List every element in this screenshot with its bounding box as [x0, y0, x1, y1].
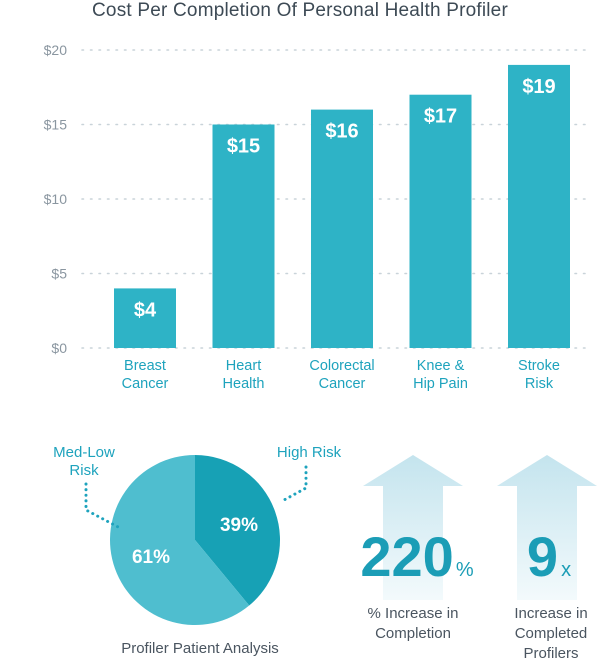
category-label: Heart Health — [223, 358, 265, 392]
stat-label: % Increase in Completion — [368, 605, 459, 642]
x-axis-categories: Breast Cancer Heart Health Colorectal Cancer K… — [122, 358, 560, 392]
bar — [114, 288, 176, 348]
category-label: Knee & Hip Pain — [413, 358, 468, 392]
pie-slice-label: 39% — [220, 515, 258, 536]
bar-value-label: $16 — [325, 121, 358, 143]
up-arrow — [497, 455, 597, 600]
stat-label-line: Completed — [515, 625, 588, 642]
category-label-line: Colorectal — [309, 358, 374, 374]
stat-number: 9 — [527, 525, 558, 588]
stat-number: 220 — [360, 525, 453, 588]
y-axis-ticks: $0 $5 $10 $15 $20 — [44, 42, 68, 356]
category-label-line: Cancer — [122, 376, 169, 392]
bar-value-label: $19 — [522, 76, 555, 98]
pie-legend-label: High Risk — [277, 444, 342, 461]
category-label-line: Knee & — [417, 358, 465, 374]
y-tick-label: $15 — [44, 117, 68, 133]
category-label: Stroke Risk — [518, 358, 560, 392]
y-tick-label: $0 — [51, 340, 67, 356]
pie-chart: 39% 61% High Risk Med-Low Risk Profiler Patie… — [53, 444, 341, 657]
chart-title: Cost Per Completion Of Personal Health P… — [92, 0, 508, 21]
category-label-line: Heart — [226, 358, 261, 374]
pie-slice — [110, 455, 250, 626]
stat-suffix: % — [456, 559, 474, 581]
pie-slice — [195, 455, 281, 606]
pie-legend-label-line: Med-Low — [53, 444, 115, 461]
category-label-line: Breast — [124, 358, 166, 374]
bar-value-label: $17 — [424, 106, 457, 128]
stat-label-line: Completion — [375, 625, 451, 642]
y-tick-label: $5 — [51, 266, 67, 282]
stat-label-line: Profilers — [523, 645, 578, 662]
bar — [212, 124, 275, 348]
bar-series: $4 $15 $16 $17 $19 — [114, 64, 570, 349]
stat-suffix: x — [561, 559, 571, 581]
y-tick-label: $20 — [44, 42, 68, 58]
stat-label-line: Increase in — [514, 605, 587, 622]
pie-caption: Profiler Patient Analysis — [121, 640, 279, 657]
pie-legend-label: Med-Low Risk — [53, 444, 115, 479]
pie-legend-label-line: Risk — [69, 462, 99, 479]
pie-slice-label: 61% — [132, 547, 170, 568]
category-label-line: Risk — [525, 376, 554, 392]
bar-value-label: $4 — [134, 299, 157, 321]
category-label-line: Health — [223, 376, 265, 392]
bar — [508, 64, 570, 349]
bar — [311, 109, 373, 348]
category-label: Colorectal Cancer — [309, 358, 374, 392]
category-label-line: Cancer — [319, 376, 366, 392]
stat-value: 220% — [360, 525, 473, 588]
leader-line-med-low — [84, 482, 122, 530]
pie-legend-label-line: High Risk — [277, 444, 342, 461]
stat-label: Increase in Completed Profilers — [514, 605, 587, 662]
up-arrow — [363, 455, 463, 600]
stat-label-line: % Increase in — [368, 605, 459, 622]
leader-line-high-risk — [282, 465, 308, 502]
bar-value-label: $15 — [227, 136, 260, 158]
category-label-line: Hip Pain — [413, 376, 468, 392]
category-label-line: Stroke — [518, 358, 560, 374]
y-tick-label: $10 — [44, 191, 68, 207]
category-label: Breast Cancer — [122, 358, 169, 392]
bar — [409, 94, 472, 348]
